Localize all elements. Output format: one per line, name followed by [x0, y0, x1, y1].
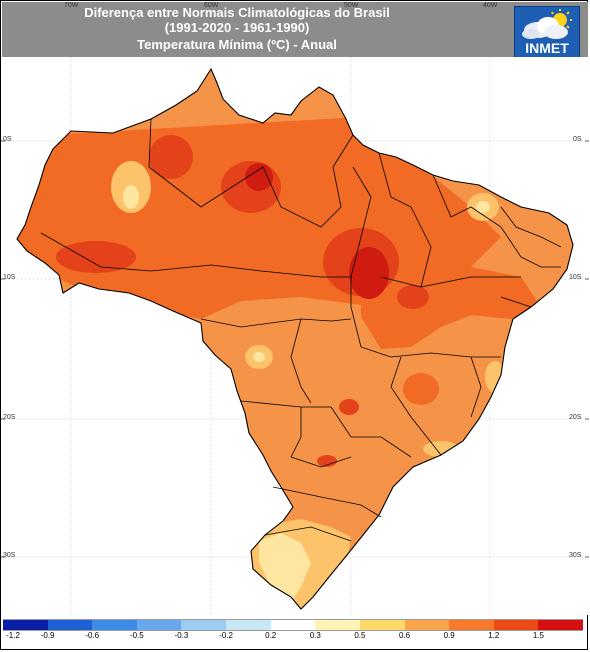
lat-label-0s-left: 0S	[3, 136, 12, 143]
lat-ticks	[1, 140, 589, 558]
lat-label-0s-right: 0S	[573, 136, 582, 143]
legend-swatch	[493, 619, 539, 631]
title-line-2: (1991-2020 - 1961-1990)	[164, 20, 310, 35]
lat-label-20s-left: 20S	[3, 414, 16, 421]
legend-swatch	[226, 619, 272, 631]
hot-patch-acre	[56, 241, 136, 273]
color-legend: -1.2 -0.9 -0.6 -0.5 -0.3 -0.2 0.2 0.3 0.5 0.6 0.9 1…	[1, 615, 589, 651]
pale-band-rs-coast	[259, 533, 311, 602]
legend-swatch	[3, 619, 49, 631]
legend-tick-label: -0.3	[174, 631, 189, 640]
lon-label-60w: 60W	[204, 2, 219, 9]
pale-patch-rondonia	[253, 352, 265, 362]
legend-tick-label: 0.5	[354, 631, 366, 640]
legend-swatch	[404, 619, 450, 631]
lat-label-30s-left: 30S	[3, 552, 16, 559]
hot-patch-minas	[403, 373, 439, 405]
legend-tick-label: 1.5	[532, 631, 544, 640]
lon-label-40w: 40W	[483, 2, 498, 9]
lon-label-70w: 70W	[64, 2, 79, 9]
anomaly-map: 0S 0S 10S 10S 20S 20S 30S 30S	[1, 57, 589, 615]
sun-cloud-icon	[522, 9, 572, 39]
legend-swatch	[92, 619, 138, 631]
legend-swatch	[315, 619, 361, 631]
legend-tick-label: -0.9	[40, 631, 55, 640]
legend-swatch	[181, 619, 227, 631]
lat-label-20s-right: 20S	[569, 414, 582, 421]
lat-label-30s-right: 30S	[569, 552, 582, 559]
state-borders	[40, 118, 562, 542]
title-line-3: Temperatura Mínima (ºC) - Anual	[137, 37, 337, 52]
lat-label-10s-right: 10S	[569, 274, 582, 281]
hot-patch-parana	[317, 455, 337, 467]
legend-swatch	[538, 619, 584, 631]
legend-swatch	[270, 619, 316, 631]
hot-patch-maranhao	[397, 285, 429, 309]
legend-tick-label: 1.2	[488, 631, 500, 640]
lon-label-50w: 50W	[344, 2, 359, 9]
legend-tick-label: 0.6	[398, 631, 411, 640]
legend-tick-label: -0.2	[219, 631, 233, 640]
legend-tick-label: -1.2	[6, 631, 20, 640]
pale-patch-amazonas	[123, 185, 139, 209]
hot-patch-sao-paulo	[339, 399, 359, 415]
inmet-logo: INMET	[514, 6, 580, 58]
legend-tick-label: -0.5	[129, 631, 144, 640]
lat-label-10s-left: 10S	[3, 274, 16, 281]
legend-swatch	[359, 619, 406, 631]
pale-patch-piaui	[476, 201, 490, 213]
legend-tick-label: -0.6	[85, 631, 100, 640]
logo-text: INMET	[525, 40, 569, 56]
legend-tick-label: 0.9	[443, 631, 455, 640]
title-line-1: Diferença entre Normais Climatológicas d…	[84, 5, 390, 20]
legend-tick-label: 0.3	[309, 631, 321, 640]
hottest-patch-para	[245, 163, 273, 191]
legend-swatch	[136, 619, 182, 631]
warm-band-center-east	[361, 237, 541, 349]
hottest-patch-tocantins	[349, 247, 389, 299]
legend-swatch	[47, 619, 93, 631]
legend-swatch	[449, 619, 495, 631]
title-banner: Diferença entre Normais Climatológicas d…	[2, 2, 588, 58]
hot-patch-roraima	[149, 135, 193, 179]
legend-tick-label: 0.2	[265, 631, 277, 640]
